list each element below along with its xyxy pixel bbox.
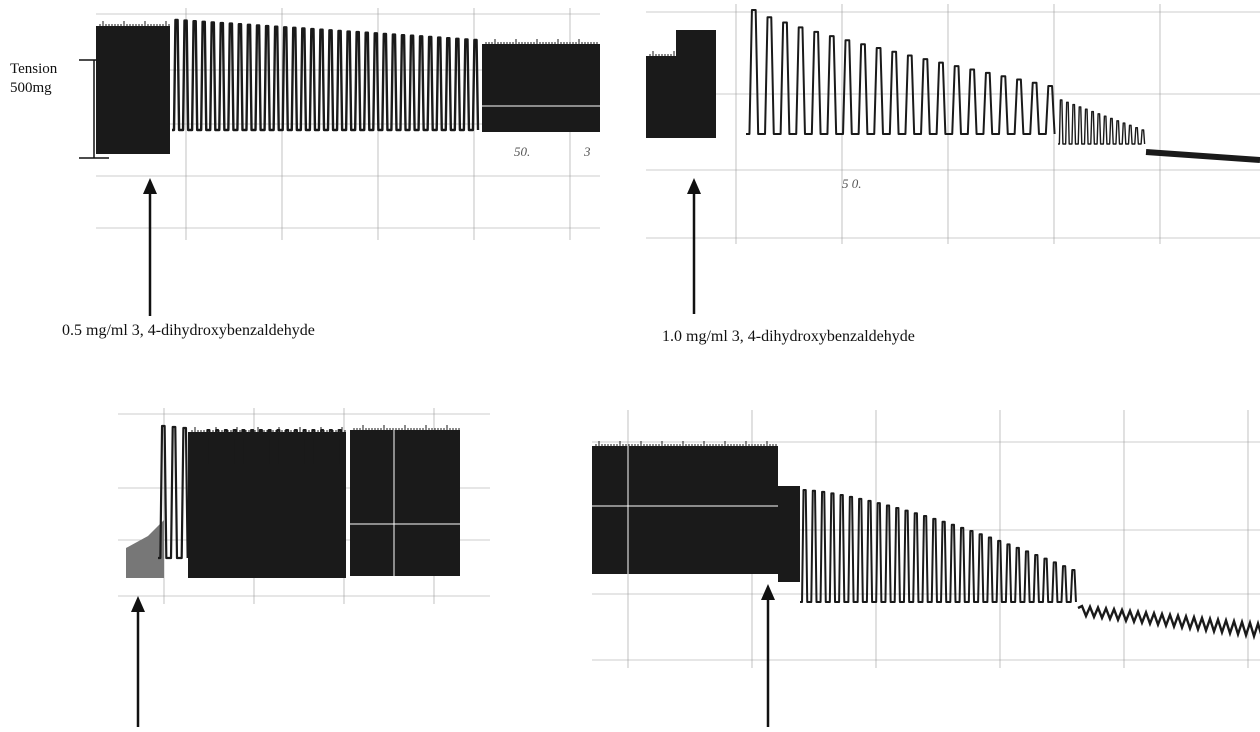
contraction-spikes-1 <box>172 18 480 132</box>
trace-svg-4 <box>592 410 1260 668</box>
contraction-spikes-2 <box>746 9 1056 135</box>
trace-svg-3 <box>118 408 490 604</box>
tension-scale-label: Tension 500mg <box>10 60 57 98</box>
grid-panel-2 <box>646 4 1260 244</box>
trace-panel-4 <box>592 410 1260 668</box>
baseline-block-4 <box>592 446 778 574</box>
tension-value-label: 500mg <box>10 80 52 96</box>
trace-panel-3 <box>118 408 490 604</box>
handwritten-mark-1a: 50. <box>514 144 530 159</box>
arrow-3 <box>128 596 148 732</box>
decay-trace-4 <box>1077 603 1260 641</box>
baseline-block-1 <box>96 26 170 154</box>
tension-label: Tension <box>10 61 58 77</box>
arrow-1 <box>140 178 160 323</box>
contraction-spikes-4 <box>800 489 1077 603</box>
arrow-4 <box>758 584 778 732</box>
plateau-block-1 <box>482 44 600 132</box>
plateau-block-3 <box>350 430 460 576</box>
trace-svg-1: 50. 3 <box>96 8 600 240</box>
handwritten-mark-2: 5 0. <box>842 176 862 191</box>
declining-spikes-2 <box>1058 99 1146 145</box>
baseline-smudge-3 <box>126 520 164 578</box>
handwritten-mark-1b: 3 <box>583 144 591 159</box>
trace-panel-1: 50. 3 <box>96 8 600 240</box>
trace-panel-2: 5 0. <box>646 4 1260 244</box>
caption-panel-1: 0.5 mg/ml 3, 4-dihydroxybenzaldehyde <box>62 322 315 339</box>
flat-trace-2 <box>1145 149 1260 163</box>
onset-spikes-3 <box>158 424 189 560</box>
arrow-2 <box>684 178 704 321</box>
baseline-block-2 <box>646 56 716 138</box>
contraction-spikes-3 <box>204 429 344 577</box>
trace-svg-2: 5 0. <box>646 4 1260 244</box>
caption-panel-2: 1.0 mg/ml 3, 4-dihydroxybenzaldehyde <box>662 328 915 345</box>
